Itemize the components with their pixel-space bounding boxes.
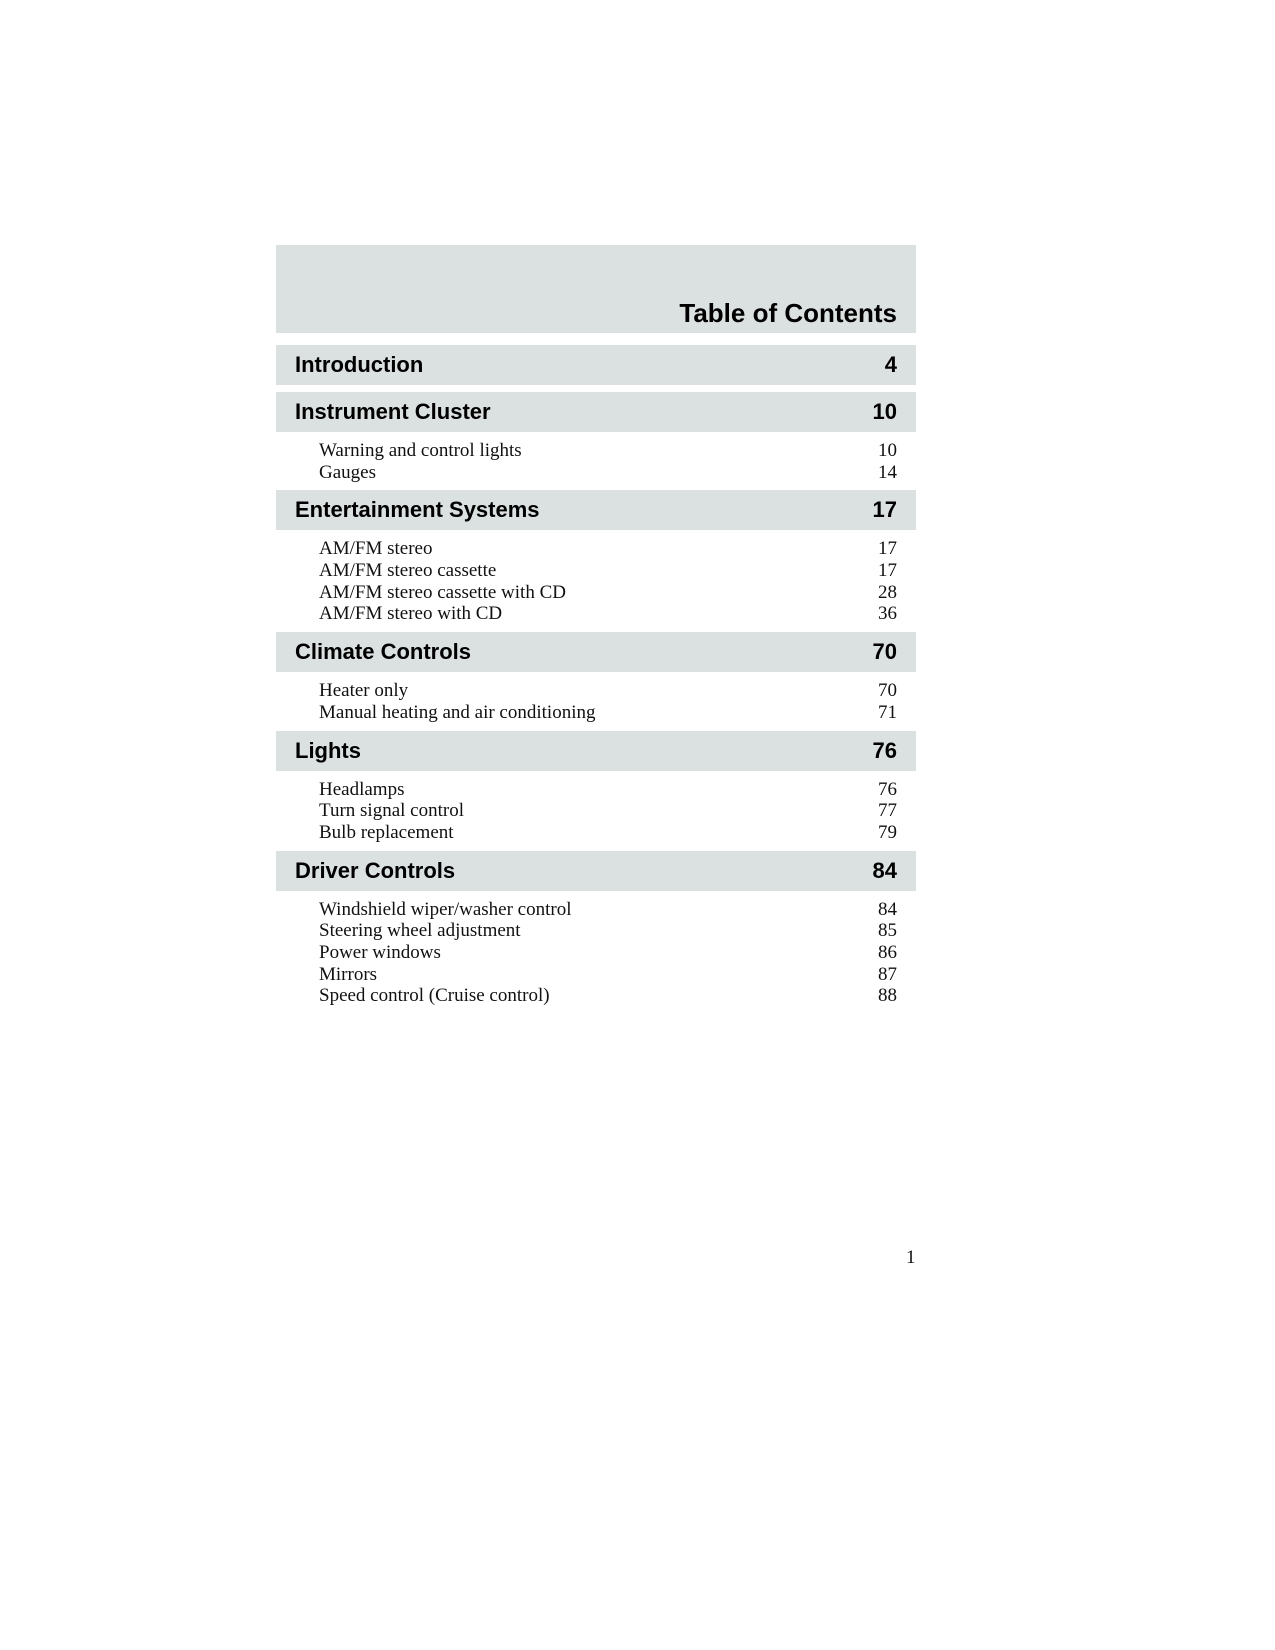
entry-title: Manual heating and air conditioning (319, 701, 596, 723)
toc-entry[interactable]: Heater only 70 (276, 680, 916, 702)
toc-section-heading[interactable]: Introduction 4 (276, 345, 916, 385)
toc-section: Instrument Cluster 10 Warning and contro… (276, 392, 916, 483)
toc-section-heading[interactable]: Entertainment Systems 17 (276, 490, 916, 531)
toc-header-band: Table of Contents (276, 245, 916, 333)
entry-page: 36 (878, 603, 897, 625)
section-page: 70 (872, 639, 897, 665)
toc-section-heading[interactable]: Climate Controls 70 (276, 632, 916, 673)
toc-entry[interactable]: Gauges 14 (276, 462, 916, 484)
entry-title: AM/FM stereo cassette with CD (319, 581, 566, 603)
toc-section: Lights 76 Headlamps 76 Turn signal contr… (276, 730, 916, 844)
section-title: Entertainment Systems (295, 497, 540, 523)
entry-page: 70 (878, 680, 897, 702)
entry-page: 86 (878, 941, 897, 963)
toc-entry[interactable]: AM/FM stereo cassette 17 (276, 560, 916, 582)
toc-sections: Introduction 4 Instrument Cluster 10 War… (276, 345, 916, 1007)
entry-title: Mirrors (319, 963, 378, 985)
entry-page: 88 (878, 985, 897, 1007)
section-page: 4 (884, 352, 897, 377)
section-title: Instrument Cluster (295, 399, 491, 424)
entry-page: 85 (878, 920, 897, 942)
entry-title: Windshield wiper/washer control (319, 898, 572, 920)
entry-title: Heater only (319, 680, 409, 702)
entry-page: 28 (878, 581, 897, 603)
page-title: Table of Contents (679, 298, 897, 328)
toc-subitems: Headlamps 76 Turn signal control 77 Bulb… (276, 771, 916, 844)
toc-section: Entertainment Systems 17 AM/FM stereo 17… (276, 490, 916, 625)
entry-title: AM/FM stereo cassette (319, 560, 497, 582)
toc-entry[interactable]: Mirrors 87 (276, 964, 916, 986)
toc-entry[interactable]: AM/FM stereo with CD 36 (276, 603, 916, 625)
entry-page: 76 (878, 778, 897, 800)
toc-subitems: AM/FM stereo 17 AM/FM stereo cassette 17… (276, 530, 916, 625)
entry-title: Speed control (Cruise control) (319, 985, 550, 1007)
toc-section: Introduction 4 (276, 345, 916, 385)
toc-subitems: Warning and control lights 10 Gauges 14 (276, 432, 916, 483)
toc-entry[interactable]: Headlamps 76 (276, 779, 916, 801)
section-page: 17 (872, 497, 897, 523)
toc-section: Driver Controls 84 Windshield wiper/wash… (276, 850, 916, 1007)
entry-title: Headlamps (319, 778, 405, 800)
entry-page: 77 (878, 800, 897, 822)
toc-section-heading[interactable]: Lights 76 (276, 730, 916, 771)
toc-entry[interactable]: Speed control (Cruise control) 88 (276, 985, 916, 1007)
toc-section: Climate Controls 70 Heater only 70 Manua… (276, 632, 916, 723)
section-title: Introduction (295, 352, 424, 377)
toc-entry[interactable]: Steering wheel adjustment 85 (276, 920, 916, 942)
toc-entry[interactable]: Turn signal control 77 (276, 800, 916, 822)
toc-entry[interactable]: AM/FM stereo cassette with CD 28 (276, 582, 916, 604)
section-page: 76 (872, 737, 897, 763)
entry-page: 10 (878, 440, 897, 461)
entry-title: AM/FM stereo (319, 538, 433, 560)
toc-entry[interactable]: Bulb replacement 79 (276, 822, 916, 844)
entry-page: 84 (878, 898, 897, 920)
toc-entry[interactable]: Manual heating and air conditioning 71 (276, 702, 916, 724)
entry-page: 14 (878, 461, 897, 483)
toc-subitems: Heater only 70 Manual heating and air co… (276, 672, 916, 723)
section-page: 84 (872, 857, 897, 883)
toc-entry[interactable]: Warning and control lights 10 (276, 440, 916, 462)
entry-title: Turn signal control (319, 800, 464, 822)
section-title: Lights (295, 737, 361, 763)
toc-section-heading[interactable]: Driver Controls 84 (276, 850, 916, 891)
entry-title: Steering wheel adjustment (319, 920, 521, 942)
section-title: Driver Controls (295, 857, 456, 883)
toc-section-heading[interactable]: Instrument Cluster 10 (276, 392, 916, 432)
toc-entry[interactable]: Windshield wiper/washer control 84 (276, 899, 916, 921)
section-title: Climate Controls (295, 639, 472, 665)
entry-page: 17 (878, 538, 897, 560)
entry-page: 71 (878, 701, 897, 723)
toc-subitems: Windshield wiper/washer control 84 Steer… (276, 891, 916, 1007)
entry-page: 79 (878, 821, 897, 843)
toc-entry[interactable]: AM/FM stereo 17 (276, 538, 916, 560)
section-page: 10 (872, 399, 897, 424)
entry-title: AM/FM stereo with CD (319, 603, 503, 625)
toc-entry[interactable]: Power windows 86 (276, 942, 916, 964)
page-number: 1 (906, 1247, 916, 1268)
entry-title: Warning and control lights (319, 440, 522, 461)
entry-page: 17 (878, 560, 897, 582)
table-of-contents: Table of Contents Introduction 4 Instrum… (276, 245, 916, 1007)
entry-page: 87 (878, 963, 897, 985)
entry-title: Bulb replacement (319, 821, 454, 843)
entry-title: Gauges (319, 461, 376, 483)
entry-title: Power windows (319, 941, 441, 963)
